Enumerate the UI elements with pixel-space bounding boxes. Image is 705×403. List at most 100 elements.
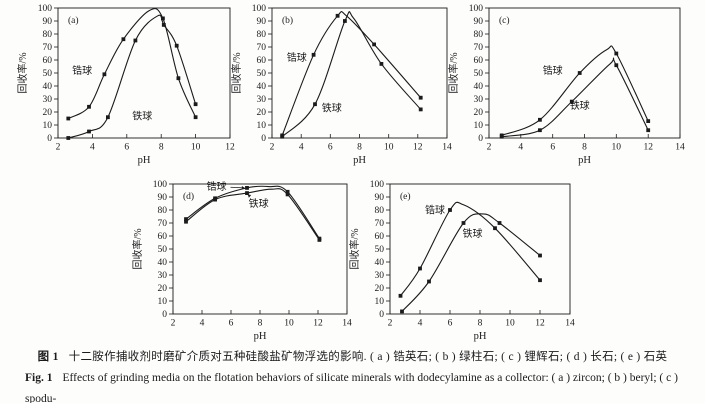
y-tick-label: 10: [474, 121, 484, 131]
x-tick-label: 12: [225, 143, 235, 153]
plot-canvas-d: 0 10 20 30 40 50 60 70 80 90 100 2 4 6 8 10 12 14 pH 回收率/% (…: [131, 180, 352, 342]
y-tick-label: 0: [162, 310, 167, 320]
data-marker: [174, 43, 179, 48]
label-arrowhead: [241, 185, 245, 190]
data-marker: [379, 62, 384, 66]
data-marker: [398, 293, 403, 298]
y-tick-label: 10: [375, 297, 385, 307]
data-marker: [614, 63, 619, 68]
data-marker: [311, 52, 316, 57]
y-tick-label: 50: [158, 245, 168, 255]
data-marker: [400, 309, 404, 314]
y-tick-label: 70: [257, 43, 267, 53]
data-marker: [285, 189, 290, 194]
data-marker: [577, 71, 582, 75]
panel-tag: (a): [68, 15, 79, 26]
x-tick-label: 14: [442, 143, 452, 153]
y-tick-label: 100: [153, 180, 168, 190]
subplot-d: 0 10 20 30 40 50 60 70 80 90 100 2 4 6 8 10 12 14 pH 回收率/% (…: [128, 176, 363, 347]
series-label: 铁球: [463, 227, 483, 240]
data-marker: [448, 208, 452, 212]
y-tick-label: 40: [158, 258, 168, 268]
data-marker: [569, 99, 574, 104]
data-marker: [245, 191, 249, 195]
series-label: 锆球: [287, 51, 307, 64]
y-tick-label: 30: [43, 95, 53, 105]
x-tick-label: 2: [270, 143, 275, 153]
data-marker: [646, 128, 651, 133]
data-marker: [538, 278, 542, 283]
data-marker: [176, 76, 181, 81]
y-axis-title: 回收率/%: [16, 52, 29, 93]
series-curve: [501, 45, 649, 136]
data-marker: [213, 197, 217, 202]
plot-canvas-e: 0 10 20 30 40 50 60 70 80 90 100 2 4 6 8 10 12 14 pH 回收率/% (…: [348, 180, 575, 342]
series-label: 锆球: [425, 204, 445, 217]
y-axis-title: 回收率/%: [348, 228, 361, 269]
y-tick-label: 80: [474, 30, 484, 40]
x-tick-label: 12: [535, 319, 545, 329]
y-tick-label: 20: [158, 284, 168, 294]
y-tick-label: 100: [370, 180, 385, 190]
y-tick-label: 40: [43, 82, 53, 92]
data-marker: [184, 219, 188, 224]
data-marker: [646, 119, 651, 123]
data-marker: [106, 115, 110, 120]
caption-chinese: 图 1 十二胺作捕收剂时磨矿介质对五种硅酸盐矿物浮选的影响. ( a ) 锆英石;…: [0, 348, 705, 364]
y-tick-label: 60: [375, 232, 385, 242]
y-tick-label: 30: [257, 95, 267, 105]
plot-canvas-b: 0 10 20 30 40 50 60 70 80 90 100 2 4 6 8 10 12 14 pH 回收率/% (…: [230, 4, 452, 166]
data-marker: [193, 102, 198, 107]
series-label: 铁球: [322, 102, 342, 115]
x-tick-label: 6: [550, 143, 555, 153]
x-tick-label: 14: [342, 319, 352, 329]
y-tick-label: 70: [158, 219, 168, 229]
series-curve: [68, 8, 197, 119]
x-axis-title: pH: [474, 331, 487, 342]
caption-english-line1: Effects of grinding media on the flotati…: [25, 372, 678, 403]
data-marker: [313, 102, 317, 107]
x-tick-label: 2: [171, 319, 176, 329]
data-marker: [418, 95, 423, 100]
x-tick-label: 2: [487, 143, 492, 153]
data-marker: [343, 19, 347, 23]
x-axis-title: pH: [254, 331, 267, 342]
y-tick-label: 10: [158, 297, 168, 307]
data-marker: [497, 221, 502, 225]
y-tick-label: 90: [375, 193, 385, 203]
subplot-e: 0 10 20 30 40 50 60 70 80 90 100 2 4 6 8 10 12 14 pH 回收率/% (…: [345, 176, 590, 347]
y-tick-label: 20: [474, 108, 484, 118]
series-label: 锆球: [543, 64, 563, 77]
caption-chinese-text: 十二胺作捕收剂时磨矿介质对五种硅酸盐矿物浮选的影响. ( a ) 锆英石; ( …: [68, 351, 668, 363]
x-tick-label: 10: [612, 143, 622, 153]
y-tick-label: 50: [375, 245, 385, 255]
plot-frame: [389, 183, 571, 315]
y-tick-label: 30: [158, 271, 168, 281]
series-curve: [185, 188, 320, 241]
x-tick-label: 6: [328, 143, 333, 153]
x-tick-label: 8: [478, 319, 483, 329]
x-axis-title: pH: [138, 155, 151, 166]
x-axis-title: pH: [353, 155, 366, 166]
data-marker: [121, 37, 126, 42]
x-tick-label: 2: [56, 143, 61, 153]
x-tick-label: 4: [90, 143, 95, 153]
data-marker: [66, 136, 71, 140]
y-tick-label: 60: [158, 232, 168, 242]
label-arrowhead: [247, 194, 252, 198]
y-tick-label: 80: [257, 30, 267, 40]
panel-tag: (e): [400, 191, 411, 202]
x-tick-label: 8: [357, 143, 362, 153]
y-tick-label: 70: [43, 43, 53, 53]
y-tick-label: 90: [257, 17, 267, 27]
y-tick-label: 50: [474, 69, 484, 79]
x-tick-label: 8: [258, 319, 263, 329]
x-tick-label: 14: [675, 143, 685, 153]
data-marker: [614, 51, 619, 56]
panel-tag: (b): [282, 15, 293, 26]
subplot-b: 0 10 20 30 40 50 60 70 80 90 100 2 4 6 8 10 12 14 pH 回收率/% (…: [227, 0, 462, 177]
x-tick-label: 6: [448, 319, 453, 329]
panel-tag: (c): [499, 15, 510, 26]
y-tick-label: 60: [474, 56, 484, 66]
label-arrow: [230, 186, 242, 189]
